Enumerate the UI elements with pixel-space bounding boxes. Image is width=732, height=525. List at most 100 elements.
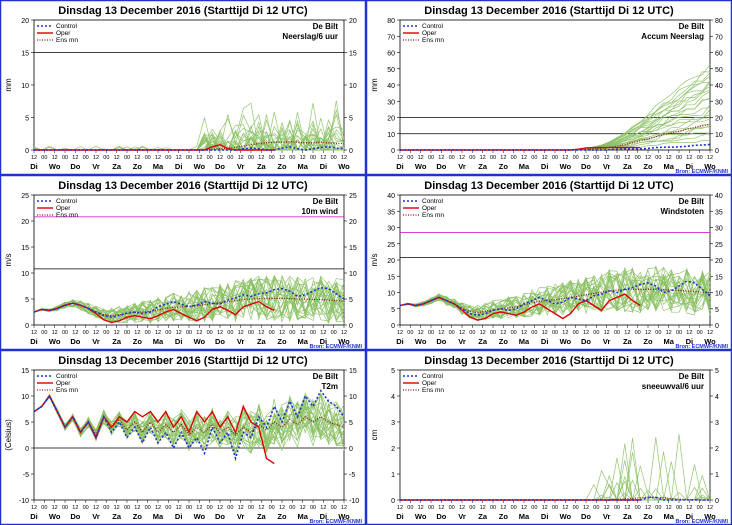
x-hour-label: 12: [31, 505, 37, 511]
x-day-label: Do: [215, 337, 225, 346]
x-hour-label: 00: [428, 155, 434, 161]
chart-panel-3: Dinsdag 13 December 2016 (Starttijd Di 1…: [0, 175, 366, 350]
y-tick-label: 60: [387, 51, 395, 58]
x-hour-label: 00: [165, 155, 171, 161]
y-right-tick-label: 50: [715, 67, 723, 74]
x-day-label: Wo: [415, 337, 427, 346]
x-hour-label: 00: [207, 330, 213, 336]
series-control: [33, 389, 345, 462]
x-hour-label: 12: [418, 505, 424, 511]
x-day-label: Di: [686, 337, 694, 346]
x-day-label: Wo: [338, 337, 350, 346]
variable-label: Accum Neerslag: [641, 32, 704, 41]
chart-panel-6: Dinsdag 13 December 2016 (Starttijd Di 1…: [366, 350, 732, 525]
x-hour-label: 00: [310, 155, 316, 161]
series-control: [399, 280, 711, 317]
x-hour-label: 00: [407, 155, 413, 161]
ensemble-member-line: [33, 280, 345, 322]
x-hour-label: 12: [114, 505, 120, 511]
x-day-label: Do: [436, 337, 446, 346]
x-hour-label: 00: [676, 505, 682, 511]
x-hour-label: 12: [583, 505, 589, 511]
x-hour-label: 12: [72, 330, 78, 336]
legend-label: Oper: [56, 380, 71, 387]
y-tick-label: 25: [387, 242, 395, 249]
x-day-label: Zo: [499, 512, 509, 521]
y-right-tick-label: 4: [715, 394, 719, 401]
x-hour-label: 00: [449, 155, 455, 161]
y-right-tick-label: -10: [349, 498, 359, 505]
x-day-label: Wo: [560, 512, 572, 521]
x-hour-label: 00: [490, 330, 496, 336]
station-label: De Bilt: [313, 197, 339, 206]
y-right-tick-label: 20: [349, 18, 357, 25]
x-day-label: Vr: [92, 337, 100, 346]
x-hour-label: 00: [449, 330, 455, 336]
x-hour-label: 12: [52, 155, 58, 161]
x-hour-label: 00: [248, 155, 254, 161]
x-hour-label: 00: [593, 330, 599, 336]
y-right-tick-label: 10: [349, 271, 357, 278]
x-hour-label: 12: [604, 155, 610, 161]
x-hour-label: 12: [196, 505, 202, 511]
y-tick-label: 25: [21, 193, 29, 200]
y-right-tick-label: 0: [349, 446, 353, 453]
x-day-label: Wo: [49, 512, 61, 521]
y-tick-label: 30: [387, 226, 395, 233]
x-hour-label: 12: [52, 330, 58, 336]
y-tick-label: 15: [21, 245, 29, 252]
x-day-label: Di: [541, 512, 549, 521]
x-hour-label: 00: [103, 330, 109, 336]
x-hour-label: 12: [707, 155, 713, 161]
x-day-label: Do: [215, 512, 225, 521]
x-hour-label: 00: [289, 505, 295, 511]
x-hour-label: 00: [41, 330, 47, 336]
x-day-label: Wo: [415, 512, 427, 521]
x-hour-label: 12: [418, 155, 424, 161]
x-hour-label: 12: [583, 155, 589, 161]
x-hour-label: 00: [186, 330, 192, 336]
y-tick-label: 2: [391, 446, 395, 453]
x-day-label: Do: [70, 162, 80, 171]
chart-title: Dinsdag 13 December 2016 (Starttijd Di 1…: [58, 5, 308, 17]
x-hour-label: 00: [145, 505, 151, 511]
y-right-tick-label: -5: [349, 472, 355, 479]
x-hour-label: 12: [418, 330, 424, 336]
x-hour-label: 00: [511, 330, 517, 336]
x-hour-label: 12: [686, 505, 692, 511]
chart-panel-1: Dinsdag 13 December 2016 (Starttijd Di 1…: [0, 0, 366, 175]
chart-panel-2: Dinsdag 13 December 2016 (Starttijd Di 1…: [366, 0, 732, 175]
x-hour-label: 12: [52, 505, 58, 511]
x-day-label: Vr: [603, 162, 611, 171]
y-right-tick-label: 2: [715, 446, 719, 453]
x-day-label: Do: [70, 337, 80, 346]
x-day-label: Ma: [297, 337, 308, 346]
x-hour-label: 00: [41, 505, 47, 511]
x-hour-label: 12: [300, 330, 306, 336]
x-hour-label: 12: [93, 330, 99, 336]
x-hour-label: 00: [331, 330, 337, 336]
x-day-label: Wo: [415, 162, 427, 171]
x-day-label: Za: [623, 162, 633, 171]
x-hour-label: 00: [269, 505, 275, 511]
series-ens-mn: [33, 394, 345, 437]
x-day-label: Wo: [704, 162, 716, 171]
y-tick-label: 40: [387, 193, 395, 200]
y-right-tick-label: 30: [715, 99, 723, 106]
y-right-tick-label: 70: [715, 34, 723, 41]
x-hour-label: 00: [552, 505, 558, 511]
y-right-tick-label: 80: [715, 18, 723, 25]
y-tick-label: 10: [21, 394, 29, 401]
x-hour-label: 12: [397, 330, 403, 336]
x-hour-label: 12: [279, 330, 285, 336]
variable-label: Windstoten: [661, 207, 705, 216]
x-hour-label: 00: [83, 330, 89, 336]
y-tick-label: 15: [387, 274, 395, 281]
x-hour-label: 12: [562, 155, 568, 161]
legend-label: Ens mn: [422, 37, 444, 44]
y-tick-label: 0: [25, 323, 29, 330]
x-day-label: Wo: [49, 162, 61, 171]
x-day-label: Ma: [153, 337, 164, 346]
x-day-label: Za: [623, 512, 633, 521]
